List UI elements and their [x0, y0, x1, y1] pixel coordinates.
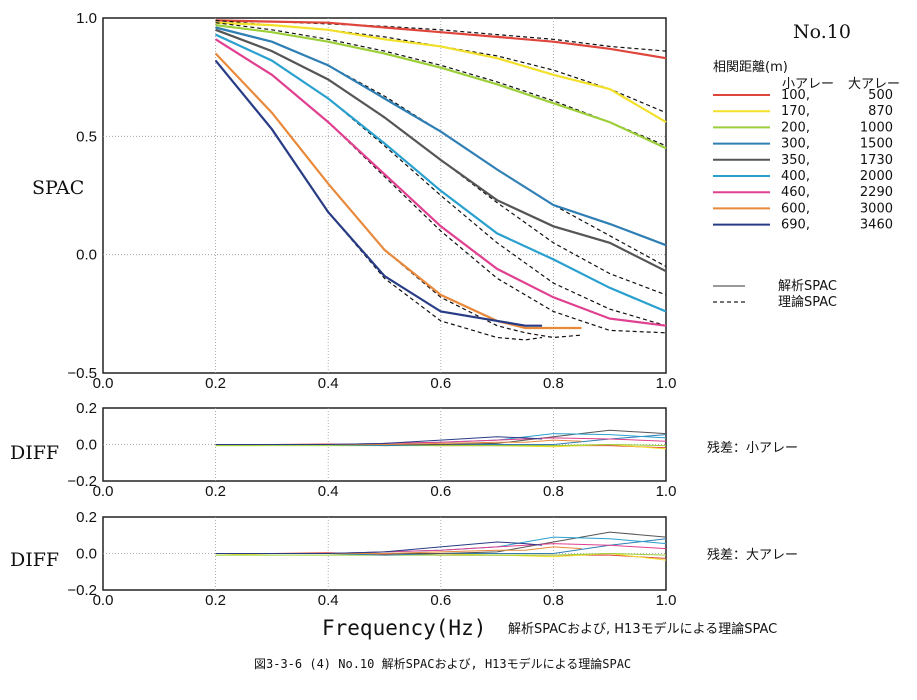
observed-curve: [215, 26, 667, 247]
legend-large-distance: 3000: [860, 201, 893, 216]
spac-y-tick-label: −0.5: [67, 365, 97, 382]
diff-small-y-ticks: 0.2 0.0 −0.2: [67, 400, 97, 490]
legend-title: 相関距離(m): [713, 60, 788, 75]
spac-y-axis-label: SPAC: [32, 177, 84, 199]
residual-large-curve: [215, 552, 667, 556]
spac-gridlines: [103, 18, 666, 373]
diff-large-x-tick-label: 0.8: [543, 592, 564, 609]
legend-large-distance: 870: [868, 104, 893, 119]
spac-x-tick-label: 0.0: [93, 375, 114, 392]
legend-small-distance: 690,: [781, 218, 810, 233]
legend: No.10 相関距離(m) 小アレー 大アレー 100, 500 170, 870 20…: [707, 21, 900, 563]
spac-plot-frame: [102, 17, 667, 374]
observed-curve: [215, 28, 667, 273]
legend-large-distance: 1000: [860, 120, 893, 135]
residual-large-curve: [215, 541, 543, 554]
spac-x-tick-label: 0.6: [430, 375, 451, 392]
diff-small-y-tick-label: 0.2: [76, 400, 97, 417]
spac-x-tick-label: 0.8: [543, 375, 564, 392]
legend-rows: 100, 500 170, 870 200, 1000 300, 1500 350, 1730 40…: [713, 88, 893, 233]
diff-large-y-tick-label: 0.0: [76, 546, 97, 563]
diff-large-x-tick-label: 0.2: [205, 592, 226, 609]
diff-large-y-tick-label: −0.2: [67, 582, 97, 599]
diff-small-panel: 0.20.0−0.2 0.0 0.2 0.4 0.6 0.8 1.0 DIFF: [10, 400, 676, 500]
diff-large-panel: 0.20.0−0.2 0.0 0.2 0.4 0.6 0.8 1.0 DIFF: [10, 509, 676, 609]
theory-curve: [215, 53, 582, 339]
diff-small-x-tick-label: 0.4: [318, 483, 339, 500]
diff-small-x-tick-label: 0.2: [205, 483, 226, 500]
legend-large-distance: 2290: [860, 185, 893, 200]
diff-small-series: [215, 429, 667, 450]
diff-small-y-axis-label: DIFF: [10, 442, 59, 464]
spac-series: [214, 19, 667, 341]
diff-small-x-tick-label: 0.8: [543, 483, 564, 500]
spac-y-tick-label: 0.5: [76, 128, 97, 145]
observed-curve: [214, 52, 582, 330]
diff-large-x-tick-label: 0.0: [93, 592, 114, 609]
legend-small-distance: 460,: [781, 185, 810, 200]
spac-x-tick-label: 0.4: [318, 375, 339, 392]
legend-theory-label: 理論SPAC: [778, 294, 837, 310]
diff-large-x-tick-label: 0.6: [430, 592, 451, 609]
spac-y-ticks: 1.0 0.5 0.0 −0.5: [67, 10, 97, 382]
spac-panel: 1.00.50.0−0.5 0.0 0.2 0.4 0.6 0.8 1.0 SPAC: [32, 10, 676, 392]
legend-col-large: 大アレー: [848, 77, 900, 92]
spac-y-tick-label: 1.0: [76, 10, 97, 27]
diff-large-y-axis-label: DIFF: [10, 549, 59, 571]
theory-curve: [215, 19, 667, 52]
x-axis-label: Frequency(Hz): [322, 616, 486, 640]
diff-large-y-ticks: 0.2 0.0 −0.2: [67, 509, 97, 599]
diff-large-y-tick-label: 0.2: [76, 509, 97, 526]
diff-small-y-tick-label: 0.0: [76, 437, 97, 454]
spac-y-tick-label: 0.0: [76, 247, 97, 264]
diff-small-y-tick-label: −0.2: [67, 473, 97, 490]
observed-curve: [215, 19, 667, 60]
spac-x-tick-label: 1.0: [656, 375, 677, 392]
observed-curve: [215, 38, 667, 327]
observed-curve: [215, 24, 667, 150]
legend-small-distance: 400,: [781, 169, 810, 184]
legend-large-distance: 500: [868, 88, 893, 103]
diff-small-x-tick-label: 1.0: [656, 483, 677, 500]
residual-small-curve: [215, 443, 667, 447]
spac-x-ticks: 0.0 0.2 0.4 0.6 0.8 1.0: [93, 375, 677, 392]
legend-small-distance: 100,: [781, 88, 810, 103]
observed-curve: [214, 59, 543, 327]
diff-small-x-tick-label: 0.0: [93, 483, 114, 500]
legend-large-distance: 1500: [860, 137, 893, 152]
theory-curve: [215, 60, 543, 341]
legend-large-distance: 3460: [860, 218, 893, 233]
diff-large-x-tick-label: 0.4: [318, 592, 339, 609]
diff-small-x-tick-label: 0.6: [430, 483, 451, 500]
figure-caption: 図3-3-6 (4) No.10 解析SPACおよび, H13モデルによる理論S…: [254, 656, 631, 671]
residual-small-label: 残差：小アレー: [707, 441, 798, 456]
observed-curve: [215, 33, 667, 313]
observed-curve: [215, 21, 667, 124]
diff-large-x-tick-label: 1.0: [656, 592, 677, 609]
diff-small-x-ticks: 0.0 0.2 0.4 0.6 0.8 1.0: [93, 483, 677, 500]
figure-note: 解析SPACおよび, H13モデルによる理論SPAC: [508, 621, 777, 637]
legend-large-distance: 1730: [860, 153, 893, 168]
legend-small-distance: 350,: [781, 153, 810, 168]
legend-small-distance: 600,: [781, 201, 810, 216]
legend-small-distance: 200,: [781, 120, 810, 135]
residual-large-label: 残差：大アレー: [707, 548, 798, 563]
legend-obs-label: 解析SPAC: [778, 279, 837, 294]
diff-large-x-ticks: 0.0 0.2 0.4 0.6 0.8 1.0: [93, 592, 677, 609]
panel-label: No.10: [793, 21, 851, 43]
legend-small-distance: 170,: [781, 104, 810, 119]
residual-small-curve: [215, 436, 543, 445]
legend-small-distance: 300,: [781, 137, 810, 152]
legend-large-distance: 2000: [860, 169, 893, 184]
diff-large-series: [215, 531, 667, 561]
spac-x-tick-label: 0.2: [205, 375, 226, 392]
legend-col-small: 小アレー: [782, 77, 834, 92]
